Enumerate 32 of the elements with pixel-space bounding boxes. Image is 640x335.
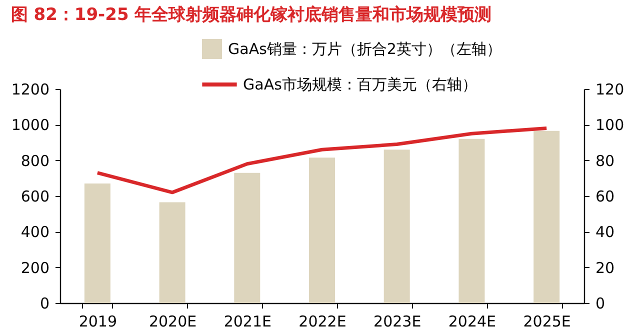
legend-label: GaAs市场规模：百万美元（右轴） — [243, 76, 477, 94]
y2-tick-label: 20 — [596, 258, 615, 277]
bar — [159, 202, 186, 303]
x-tick-label: 2023E — [374, 312, 422, 330]
bar — [234, 172, 260, 303]
y-tick-label: 0 — [40, 294, 50, 312]
y2-tick-label: 40 — [596, 223, 615, 242]
bar — [84, 184, 110, 303]
y2-tick-label: 80 — [596, 152, 615, 170]
chart-title: 图 82：19-25 年全球射频器砷化镓衬底销售量和市场规模预测 — [10, 5, 492, 25]
y-tick-label: 200 — [20, 258, 50, 277]
legend-label: GaAs销量：万片（折合2英寸）（左轴） — [228, 40, 502, 58]
y-tick-label: 800 — [20, 152, 50, 170]
y-tick-label: 1000 — [11, 116, 50, 134]
bar — [534, 130, 560, 303]
line-series — [96, 126, 548, 194]
y2-tick-label: 60 — [596, 188, 615, 206]
bar — [309, 158, 335, 303]
x-tick-label: 2024E — [448, 312, 496, 330]
y2-tick-label: 120 — [596, 80, 624, 98]
y2-tick-label: 100 — [596, 116, 624, 134]
x-tick-label: 2025E — [523, 312, 571, 330]
x-tick-label: 2019 — [78, 312, 118, 330]
y-tick-label: 600 — [20, 188, 50, 206]
y-tick-label: 1200 — [11, 80, 50, 98]
x-tick-label: 2020E — [148, 312, 197, 330]
bar — [458, 138, 485, 303]
y-tick-label: 400 — [20, 223, 50, 242]
x-tick-label: 2021E — [224, 312, 272, 330]
x-tick-label: 2022E — [298, 312, 346, 330]
y2-tick-label: 0 — [596, 294, 606, 312]
bar — [384, 150, 410, 303]
